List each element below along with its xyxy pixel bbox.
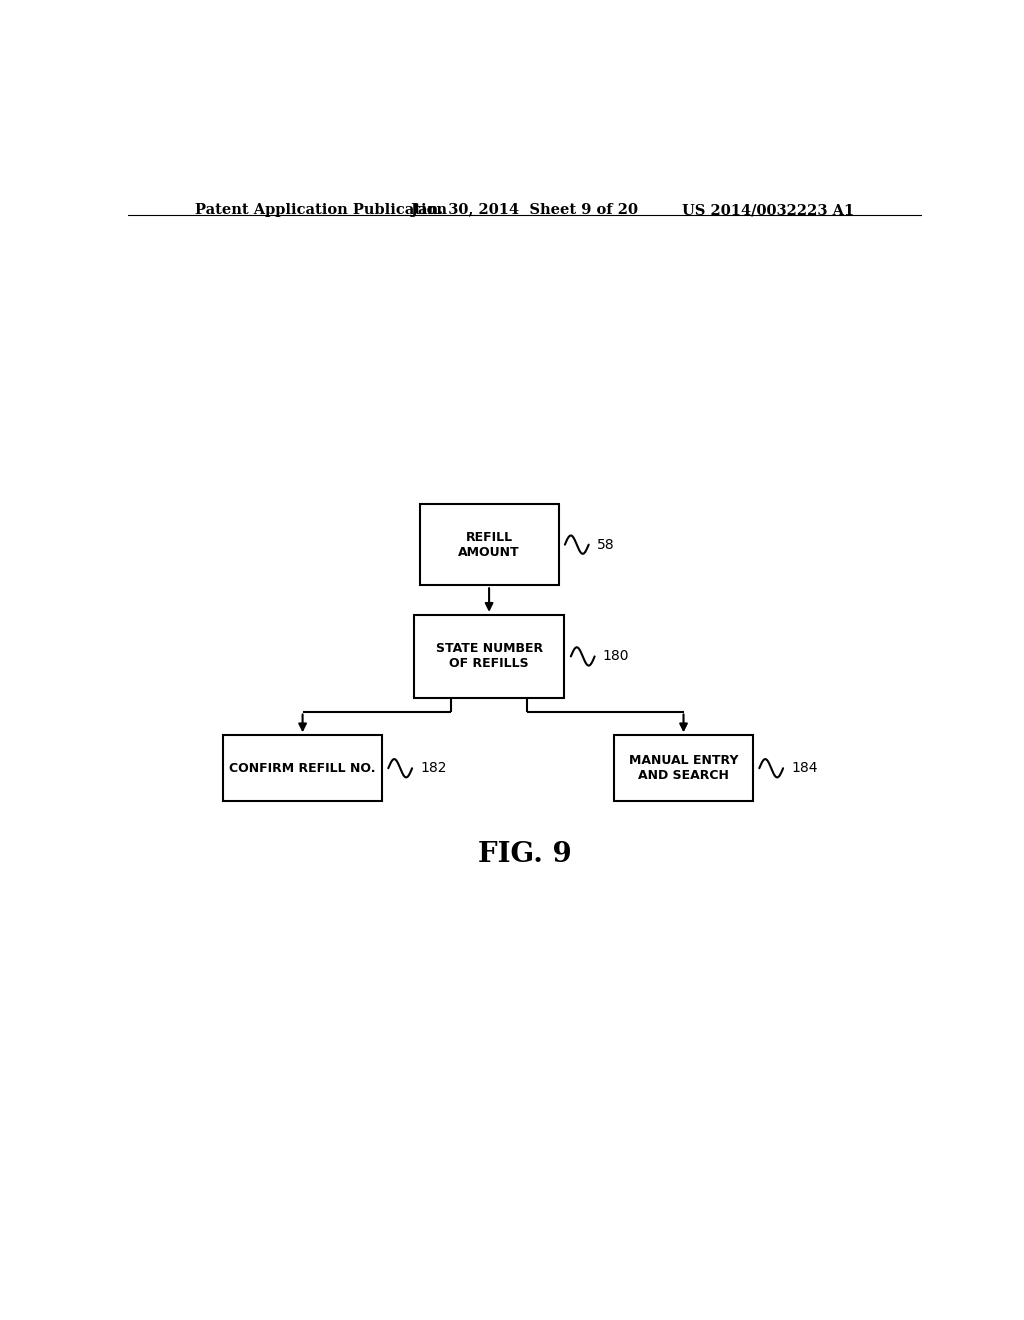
Bar [614, 735, 753, 801]
Text: Patent Application Publication: Patent Application Publication [196, 203, 447, 216]
Text: US 2014/0032223 A1: US 2014/0032223 A1 [682, 203, 854, 216]
Bar [223, 735, 382, 801]
Text: CONFIRM REFILL NO.: CONFIRM REFILL NO. [229, 762, 376, 775]
Text: MANUAL ENTRY
AND SEARCH: MANUAL ENTRY AND SEARCH [629, 754, 738, 783]
Text: 184: 184 [792, 762, 817, 775]
Text: REFILL
AMOUNT: REFILL AMOUNT [459, 531, 520, 558]
Text: STATE NUMBER
OF REFILLS: STATE NUMBER OF REFILLS [435, 643, 543, 671]
Bar [420, 504, 558, 585]
Text: FIG. 9: FIG. 9 [478, 841, 571, 869]
Text: 58: 58 [597, 537, 614, 552]
Text: 182: 182 [420, 762, 446, 775]
Bar [414, 615, 564, 698]
Text: 180: 180 [602, 649, 629, 664]
Text: Jan. 30, 2014  Sheet 9 of 20: Jan. 30, 2014 Sheet 9 of 20 [412, 203, 638, 216]
